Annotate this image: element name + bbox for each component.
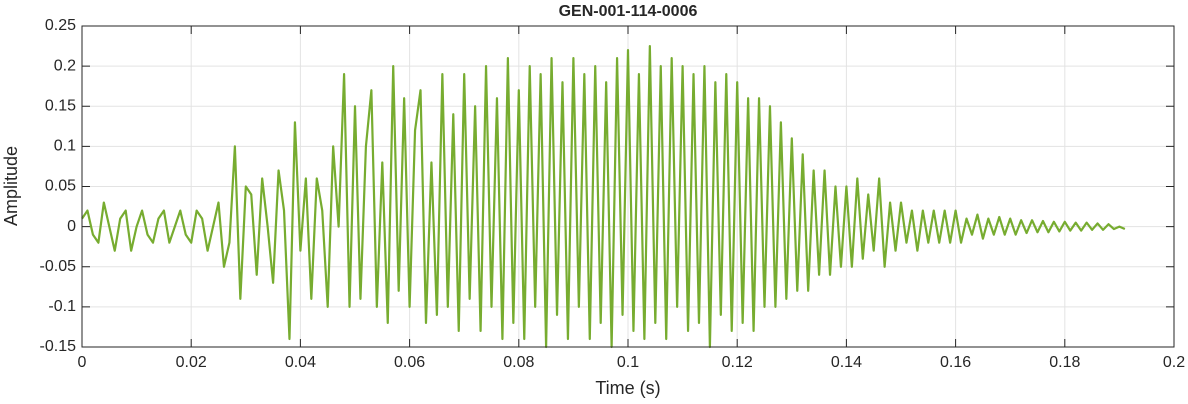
x-tick-label: 0.2	[1163, 354, 1185, 371]
y-tick-label: -0.1	[48, 298, 76, 315]
y-tick-label: -0.15	[40, 338, 77, 355]
y-tick-label: 0.25	[45, 17, 76, 34]
x-tick-label: 0.06	[394, 354, 425, 371]
y-tick-label: 0	[67, 218, 76, 235]
x-tick-label: 0.1	[617, 354, 639, 371]
x-tick-label: 0.14	[831, 354, 862, 371]
x-tick-label: 0.04	[285, 354, 316, 371]
x-tick-label: 0.12	[722, 354, 753, 371]
y-axis-label: Amplitude	[1, 146, 21, 226]
x-tick-label: 0.16	[940, 354, 971, 371]
y-tick-label: -0.05	[40, 258, 77, 275]
y-tick-label: 0.2	[54, 57, 76, 74]
axes-box	[81, 25, 1175, 348]
y-tick-label: 0.15	[45, 97, 76, 114]
x-axis-label: Time (s)	[595, 378, 660, 398]
x-tick-label: 0.08	[503, 354, 534, 371]
x-tick-label: 0.18	[1049, 354, 1080, 371]
y-tick-label: 0.1	[54, 138, 76, 155]
x-tick-label: 0.02	[176, 354, 207, 371]
chart-title: GEN-001-114-0006	[559, 3, 698, 20]
y-tick-label: 0.05	[45, 178, 76, 195]
waveform-line	[81, 44, 1126, 349]
x-tick-label: 0	[78, 354, 87, 371]
